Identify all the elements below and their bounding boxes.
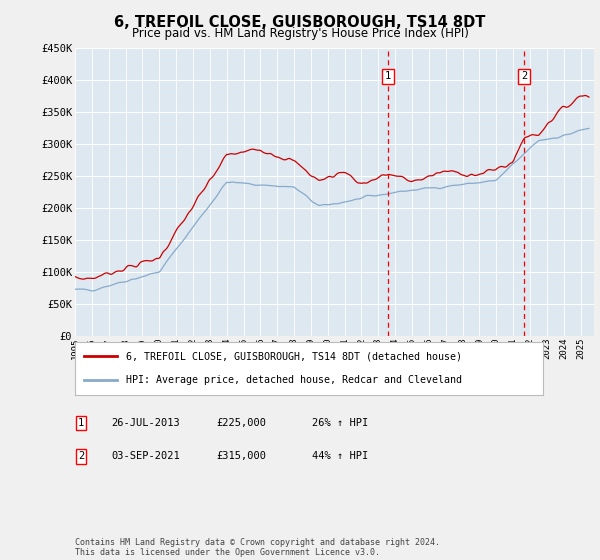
Text: £225,000: £225,000 bbox=[216, 418, 266, 428]
Text: 1: 1 bbox=[385, 72, 391, 81]
Text: 26% ↑ HPI: 26% ↑ HPI bbox=[312, 418, 368, 428]
Text: 6, TREFOIL CLOSE, GUISBOROUGH, TS14 8DT: 6, TREFOIL CLOSE, GUISBOROUGH, TS14 8DT bbox=[115, 15, 485, 30]
Text: Contains HM Land Registry data © Crown copyright and database right 2024.
This d: Contains HM Land Registry data © Crown c… bbox=[75, 538, 440, 557]
Text: £315,000: £315,000 bbox=[216, 451, 266, 461]
Text: 44% ↑ HPI: 44% ↑ HPI bbox=[312, 451, 368, 461]
Text: 2: 2 bbox=[521, 72, 527, 81]
Text: 03-SEP-2021: 03-SEP-2021 bbox=[111, 451, 180, 461]
Text: 1: 1 bbox=[78, 418, 84, 428]
Text: Price paid vs. HM Land Registry's House Price Index (HPI): Price paid vs. HM Land Registry's House … bbox=[131, 27, 469, 40]
Text: 2: 2 bbox=[78, 451, 84, 461]
Text: HPI: Average price, detached house, Redcar and Cleveland: HPI: Average price, detached house, Redc… bbox=[127, 375, 463, 385]
Text: 26-JUL-2013: 26-JUL-2013 bbox=[111, 418, 180, 428]
Text: 6, TREFOIL CLOSE, GUISBOROUGH, TS14 8DT (detached house): 6, TREFOIL CLOSE, GUISBOROUGH, TS14 8DT … bbox=[127, 352, 463, 362]
